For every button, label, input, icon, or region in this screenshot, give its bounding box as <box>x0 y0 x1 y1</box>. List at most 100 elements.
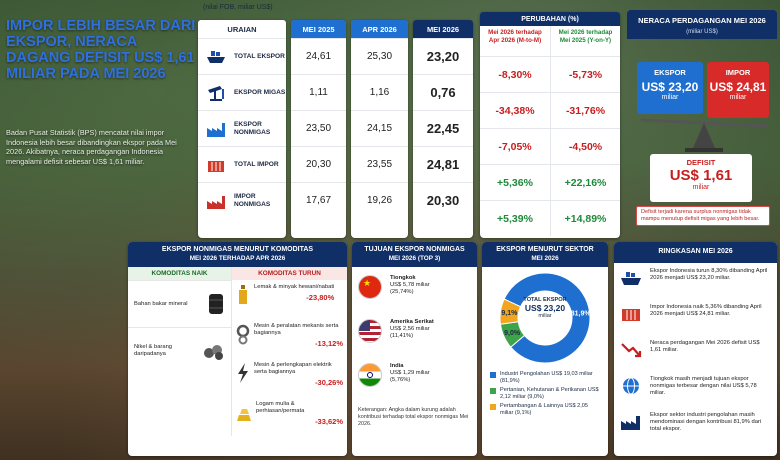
donut-center-unit: miliar <box>538 313 552 319</box>
naik-label: Bahan bakar mineral <box>134 300 188 307</box>
row-total-ekspor-label: TOTAL EKSPOR <box>198 38 286 74</box>
legend-swatch <box>490 371 496 378</box>
ringkasan-text: Neraca perdagangan Mei 2026 defisit US$ … <box>650 339 760 353</box>
neraca-unit: (miliar US$) <box>627 29 777 39</box>
perubahan-subheaders: Mei 2026 terhadap Apr 2026 (M-to-M) Mei … <box>480 26 620 56</box>
komoditas-body: KOMODITAS NAIK Bahan bakar mineral Nikel… <box>128 267 347 436</box>
value-cell: 23,55 <box>351 146 408 182</box>
value-cell: 0,76 <box>413 74 473 110</box>
value-cell: 22,45 <box>413 110 473 146</box>
ringkasan-item: Impor Indonesia naik 5,36% dibanding Apr… <box>614 299 777 335</box>
tujuan-share: (25,74%) <box>390 289 414 295</box>
impor-value: US$ 24,81 <box>709 80 767 94</box>
container-icon <box>208 160 224 172</box>
turun-value: -13,12% <box>315 339 343 348</box>
tujuan-note: Keterangan: Angka dalam kurung adalah ko… <box>358 407 469 427</box>
komoditas-panel: EKSPOR NONMIGAS MENURUT KOMODITAS MEI 20… <box>128 242 347 456</box>
ringkasan-text: Ekspor sektor industri pengolahan masih … <box>650 411 762 432</box>
mtm-subheader: Mei 2026 terhadap Apr 2026 (M-to-M) <box>488 29 542 44</box>
komoditas-header: EKSPOR NONMIGAS MENURUT KOMODITAS MEI 20… <box>128 242 347 267</box>
value-cell: 24,81 <box>413 146 473 182</box>
row-label: TOTAL IMPOR <box>234 160 279 168</box>
page-description: Badan Pusat Statistik (BPS) mencatat nil… <box>6 128 177 166</box>
oil-barrel-icon <box>209 294 223 314</box>
trend-down-icon <box>621 342 642 357</box>
turun-item: Mesin & peralatan mekanis serta bagianny… <box>232 319 347 358</box>
legend-label: Pertambangan & Lainnya US$ 2,05 miliar (… <box>500 403 589 416</box>
factory-icon <box>621 415 640 430</box>
komoditas-title: EKSPOR NONMIGAS MENURUT KOMODITAS <box>161 246 314 253</box>
ekspor-value: US$ 23,20 <box>641 80 699 94</box>
defisit-value: US$ 1,61 <box>669 167 733 184</box>
sektor-chart-area: 81,9% 9,0% 9,1% TOTAL EKSPOR US$ 23,20 mil… <box>482 267 608 369</box>
legend-item: Pertanian, Kehutanan & Perikanan US$ 2,1… <box>490 387 600 401</box>
value-cell: 24,15 <box>351 110 408 146</box>
sektor-header: EKSPOR MENURUT SEKTOR MEI 2026 <box>482 242 608 267</box>
ringkasan-item: Tiongkok masih menjadi tujuan ekspor non… <box>614 371 777 407</box>
donut-slice <box>499 298 522 325</box>
mei2025-column: MEI 2025 24,61 1,11 23,50 20,30 17,67 <box>291 20 346 238</box>
tujuan-country: India <box>390 363 404 369</box>
mei2025-header: MEI 2025 <box>291 20 346 38</box>
value-cell: 1,16 <box>351 74 408 110</box>
naik-label: Nikel & barang daripadanya <box>134 344 173 357</box>
yoy-cell: -4,50% <box>551 128 620 164</box>
donut-slice-label: 9,1% <box>501 310 518 317</box>
ship-icon <box>621 271 641 285</box>
tujuan-country: Tiongkok <box>390 275 416 281</box>
yoy-cell: +22,16% <box>551 164 620 200</box>
legend-label: Industri Pengolahan US$ 19,03 miliar (81… <box>500 371 593 384</box>
globe-icon <box>623 377 639 394</box>
mtm-cell: +5,39% <box>480 200 550 236</box>
perubahan-header: PERUBAHAN (%) <box>480 12 620 26</box>
legend-swatch <box>490 387 496 394</box>
row-impor-nonmigas-label: IMPOR NONMIGAS <box>198 182 286 218</box>
tujuan-text: India US$ 1,29 miliar (5,76%) <box>390 363 430 384</box>
tujuan-share: (5,76%) <box>390 377 411 383</box>
scale-icon <box>640 118 768 152</box>
ekspor-label: EKSPOR <box>654 68 686 77</box>
factory-icon <box>207 122 225 137</box>
legend-item: Industri Pengolahan US$ 19,03 miliar (81… <box>490 371 600 385</box>
sektor-subtitle: MEI 2026 <box>531 254 559 262</box>
value-cell: 20,30 <box>291 146 346 182</box>
turun-label: Lemak & minyak hewani/nabati <box>254 284 335 290</box>
donut-slice-label: 9,0% <box>504 330 521 337</box>
legend-swatch <box>490 403 496 410</box>
row-label: TOTAL EKSPOR <box>234 52 285 60</box>
ringkasan-text: Tiongkok masih menjadi tujuan ekspor non… <box>650 375 757 396</box>
naik-item: Bahan bakar mineral <box>128 280 231 327</box>
ringkasan-panel: RINGKASAN MEI 2026 Ekspor Indonesia turu… <box>614 242 777 456</box>
gears-icon <box>236 324 250 345</box>
ship-icon <box>207 50 225 63</box>
yoy-cell: -5,73% <box>551 56 620 92</box>
donut-slice <box>503 272 591 364</box>
perubahan-values: -8,30% -34,38% -7,05% +5,36% +5,39% -5,7… <box>480 56 620 236</box>
tujuan-header: TUJUAN EKSPOR NONMIGAS MEI 2026 (TOP 3) <box>352 242 477 267</box>
tujuan-value: US$ 1,29 miliar <box>390 370 430 376</box>
yoy-cell: +14,89% <box>551 200 620 236</box>
row-ekspor-nonmigas-label: EKSPOR NONMIGAS <box>198 110 286 146</box>
tujuan-item: ★ Tiongkok US$ 5,78 miliar (25,74%) <box>352 271 477 315</box>
ringkasan-item: Ekspor Indonesia turun 8,30% dibanding A… <box>614 263 777 299</box>
ringkasan-title: RINGKASAN MEI 2026 <box>614 242 777 263</box>
yoy-values: -5,73% -31,76% -4,50% +22,16% +14,89% <box>550 56 620 236</box>
page-title: IMPOR LEBIH BESAR DARI EKSPOR, NERACA DA… <box>6 18 196 82</box>
mei2026-header: MEI 2026 <box>413 20 473 38</box>
mtm-cell: -34,38% <box>480 92 550 128</box>
value-cell: 19,26 <box>351 182 408 218</box>
row-ekspor-migas-label: EKSPOR MIGAS <box>198 74 286 110</box>
value-cell: 25,30 <box>351 38 408 74</box>
turun-label: Mesin & peralatan mekanis serta bagianny… <box>254 323 339 336</box>
mtm-values: -8,30% -34,38% -7,05% +5,36% +5,39% <box>480 56 550 236</box>
ringkasan-text: Impor Indonesia naik 5,36% dibanding Apr… <box>650 303 762 317</box>
komoditas-turun: KOMODITAS TURUN Lemak & minyak hewani/na… <box>232 267 347 436</box>
turun-item: Lemak & minyak hewani/nabati -23,80% <box>232 280 347 319</box>
impor-label: IMPOR <box>725 68 751 77</box>
donut-center: TOTAL EKSPOR US$ 23,20 miliar <box>520 297 570 319</box>
lightning-icon <box>238 363 248 383</box>
apr2026-header: APR 2026 <box>351 20 408 38</box>
donut-center-value: US$ 23,20 <box>524 303 566 313</box>
legend-label: Pertanian, Kehutanan & Perikanan US$ 2,1… <box>500 387 599 400</box>
donut-slice-label: 81,9% <box>571 311 592 318</box>
